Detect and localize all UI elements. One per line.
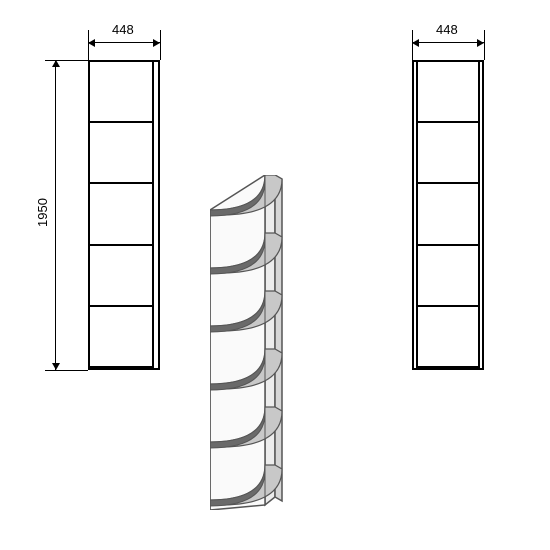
dim-label-width-left: 448 (112, 22, 134, 37)
right-elevation-view (412, 60, 484, 370)
shelf-cell (90, 307, 158, 368)
shelf-cell (90, 184, 158, 245)
center-3d-view (210, 175, 350, 510)
technical-drawing-canvas: 448 448 1950 (0, 0, 550, 550)
shelf-cell (414, 123, 482, 184)
shelf-cell (90, 62, 158, 123)
shelf-cell (414, 307, 482, 368)
thick-wall-right (152, 60, 160, 370)
dim-line-width-right (412, 42, 484, 43)
shelf-cell (90, 123, 158, 184)
shelf-cell (414, 184, 482, 245)
shelf-cell (90, 246, 158, 307)
ext-line (484, 30, 485, 60)
left-elevation-view (88, 60, 160, 370)
thick-wall-right (478, 60, 484, 370)
dim-label-width-right: 448 (436, 22, 458, 37)
shelf-cell (414, 62, 482, 123)
ext-line (45, 370, 88, 371)
shelf-cell (414, 246, 482, 307)
dim-line-height (55, 60, 56, 370)
dim-line-width-left (88, 42, 160, 43)
thick-wall-left (412, 60, 418, 370)
dim-label-height: 1950 (35, 198, 50, 227)
ext-line (160, 30, 161, 60)
